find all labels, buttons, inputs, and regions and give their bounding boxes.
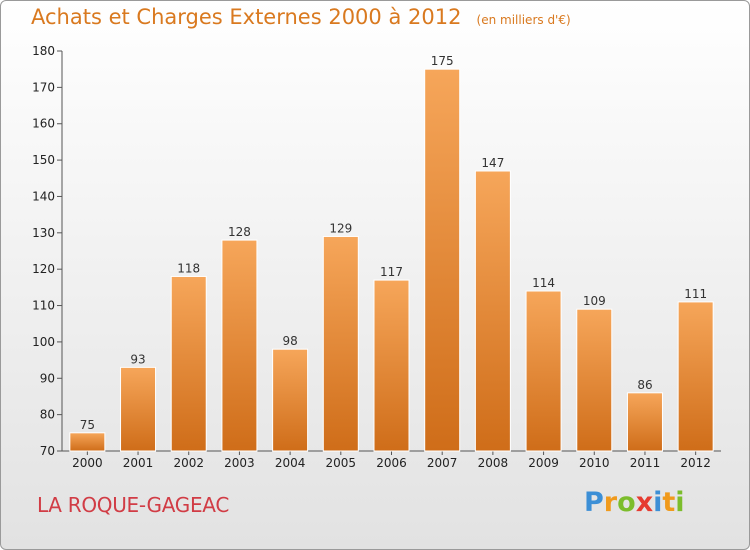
y-tick-label: 180	[32, 44, 55, 58]
data-label: 117	[380, 265, 403, 279]
x-tick-label: 2003	[224, 456, 255, 470]
proxiti-logo: Proxiti	[584, 487, 685, 518]
x-tick-label: 2012	[680, 456, 711, 470]
x-tick-label: 2006	[376, 456, 407, 470]
data-label: 129	[329, 221, 352, 235]
y-tick-label: 100	[32, 335, 55, 349]
y-tick-label: 70	[40, 444, 55, 458]
bars: 75 93 118 128 98 129 117 175 147 114 109 86 111	[69, 54, 714, 452]
logo-letter: o	[617, 487, 636, 518]
logo-letter: i	[675, 487, 685, 518]
data-label: 128	[228, 225, 251, 239]
y-tick-label: 170	[32, 80, 55, 94]
bar	[626, 392, 663, 452]
x-tick-label: 2001	[123, 456, 154, 470]
data-label: 75	[80, 418, 95, 432]
data-label: 93	[130, 352, 145, 366]
x-tick-label: 2010	[579, 456, 610, 470]
bar	[424, 68, 461, 452]
axes: 70 80 90 100 110 120 130 140 150 160 170 180 2000 200…	[32, 44, 721, 470]
y-tick-label: 80	[40, 408, 55, 422]
bar	[69, 432, 106, 452]
y-tick-label: 110	[32, 299, 55, 313]
logo-letter: P	[584, 487, 604, 518]
x-tick-label: 2009	[528, 456, 559, 470]
bar	[576, 308, 613, 452]
x-tick-label: 2007	[427, 456, 458, 470]
bar	[272, 348, 309, 452]
logo-letter: r	[603, 487, 618, 518]
data-label: 118	[177, 261, 200, 275]
data-label: 86	[637, 378, 652, 392]
y-tick-label: 160	[32, 117, 55, 131]
x-tick-label: 2005	[326, 456, 357, 470]
title-row: Achats et Charges Externes 2000 à 2012 (…	[31, 5, 571, 29]
data-label: 111	[684, 287, 707, 301]
bar	[474, 170, 511, 452]
y-tick-label: 130	[32, 226, 55, 240]
x-tick-label: 2004	[275, 456, 306, 470]
data-label: 147	[481, 156, 504, 170]
y-tick-label: 90	[40, 371, 55, 385]
x-tick-label: 2002	[173, 456, 204, 470]
bar	[170, 275, 207, 452]
logo-letter: i	[653, 487, 663, 518]
data-label: 109	[583, 294, 606, 308]
bar	[120, 366, 157, 452]
bar	[221, 239, 258, 452]
data-label: 98	[282, 334, 297, 348]
logo-letter: t	[662, 487, 676, 518]
x-tick-label: 2000	[72, 456, 103, 470]
chart-title: Achats et Charges Externes 2000 à 2012	[31, 5, 462, 29]
bar	[525, 290, 562, 452]
y-tick-label: 120	[32, 262, 55, 276]
bar	[677, 301, 714, 452]
logo-letter: x	[635, 487, 654, 518]
x-tick-label: 2008	[478, 456, 509, 470]
chart-subtitle: (en milliers d'€)	[476, 13, 571, 27]
commune-name: LA ROQUE-GAGEAC	[37, 493, 230, 517]
y-tick-label: 140	[32, 189, 55, 203]
data-label: 175	[431, 54, 454, 68]
data-label: 114	[532, 276, 555, 290]
bar	[322, 235, 359, 452]
x-tick-label: 2011	[630, 456, 661, 470]
bar	[373, 279, 410, 452]
y-tick-label: 150	[32, 153, 55, 167]
